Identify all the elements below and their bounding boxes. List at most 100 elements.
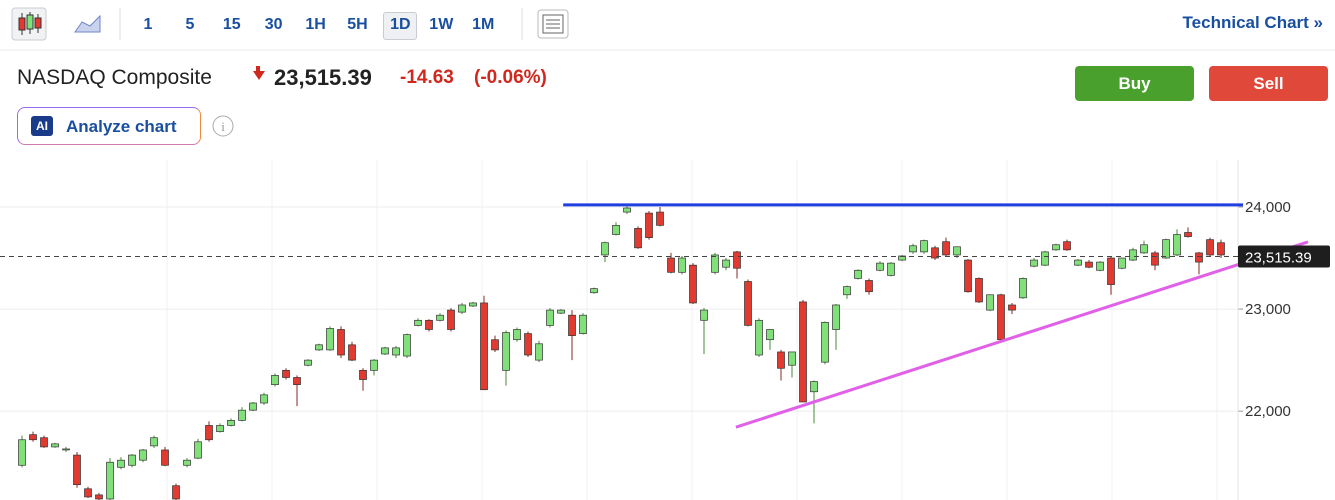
candle-body xyxy=(524,333,532,356)
candle-body xyxy=(1085,261,1093,268)
candle-body xyxy=(73,454,81,486)
candle-body xyxy=(95,494,103,500)
candle-body xyxy=(931,247,939,259)
candle-body xyxy=(447,309,455,330)
candle-body xyxy=(1052,244,1060,251)
candle-body xyxy=(348,344,356,361)
candle-body xyxy=(1129,249,1137,261)
candle-body xyxy=(18,439,26,466)
candle-body xyxy=(678,257,686,273)
candle-body xyxy=(909,245,917,253)
last-price-tag xyxy=(1238,245,1330,268)
candle-body xyxy=(1195,252,1203,263)
candle-body xyxy=(766,329,774,341)
candle-body xyxy=(557,309,565,314)
candle-body xyxy=(700,309,708,321)
change-percent: (-0.06%) xyxy=(474,67,547,88)
interval-button[interactable]: 1W xyxy=(429,16,454,33)
candle-body xyxy=(1019,278,1027,299)
svg-text:i: i xyxy=(221,119,225,134)
candle-body xyxy=(29,434,37,441)
candle-body xyxy=(271,375,279,385)
candle-body xyxy=(128,454,136,466)
interval-button[interactable]: 5 xyxy=(185,16,195,33)
candle-body xyxy=(876,262,884,271)
y-tick-label: 23,000 xyxy=(1245,301,1291,318)
candle-body xyxy=(711,254,719,273)
candle-body xyxy=(634,228,642,249)
candle-body xyxy=(645,212,653,238)
candle-body xyxy=(337,329,345,356)
interval-button[interactable]: 5H xyxy=(347,16,368,33)
candle-body xyxy=(733,251,741,269)
sell-button[interactable]: Sell xyxy=(1209,66,1328,101)
candle-body xyxy=(293,377,301,385)
candle-body xyxy=(854,269,862,279)
candle-body xyxy=(513,329,521,341)
candle-body xyxy=(1030,259,1038,267)
candle-body xyxy=(788,351,796,366)
interval-button[interactable]: 15 xyxy=(222,16,241,33)
candle-body xyxy=(656,211,664,226)
instrument-name: NASDAQ Composite xyxy=(17,66,212,89)
interval-button[interactable]: 1H xyxy=(305,16,326,33)
candle-body xyxy=(997,294,1005,341)
y-tick-label: 24,000 xyxy=(1245,199,1291,216)
candle-body xyxy=(260,394,268,404)
analyze-label: Analyze chart xyxy=(66,117,177,136)
interval-button[interactable]: 1 xyxy=(143,16,153,33)
candle-body xyxy=(227,420,235,426)
interval-button[interactable]: 30 xyxy=(264,16,283,33)
candle-body xyxy=(953,246,961,256)
candle-body xyxy=(975,278,983,303)
candle-body xyxy=(326,328,334,351)
candle-body xyxy=(843,286,851,296)
candle-body xyxy=(667,257,675,273)
toolbar-icons: i xyxy=(0,7,1335,137)
ai-badge: AI xyxy=(31,116,53,136)
candle-body xyxy=(491,339,499,351)
candle-body xyxy=(865,280,873,293)
candle-body xyxy=(315,344,323,351)
candle-body xyxy=(612,224,620,235)
candle-body xyxy=(249,402,257,411)
area-icon[interactable] xyxy=(74,14,101,33)
candle-body xyxy=(623,207,631,213)
candle-body xyxy=(942,241,950,256)
buy-button[interactable]: Buy xyxy=(1075,66,1194,101)
candle-body xyxy=(535,343,543,361)
candle-body xyxy=(1008,304,1016,311)
interval-button[interactable]: 1D xyxy=(383,12,418,40)
candle-body xyxy=(458,304,466,313)
candle-body xyxy=(579,314,587,334)
candle-body xyxy=(1206,239,1214,256)
technical-chart-link[interactable]: Technical Chart » xyxy=(1182,13,1323,32)
candle-body xyxy=(502,332,510,371)
info-icon[interactable] xyxy=(212,115,234,137)
interval-bar: 1 5 15 30 1H 5H 1D 1W 1M xyxy=(0,0,600,48)
candle-body xyxy=(1041,251,1049,266)
candle-body xyxy=(755,319,763,356)
analyze-button[interactable]: AI Analyze chart xyxy=(17,107,201,145)
candle-body xyxy=(1151,252,1159,266)
price: 23,515.39 xyxy=(274,65,372,90)
candle-body xyxy=(469,302,477,307)
last-price-label: 23,515.39 xyxy=(1245,249,1312,266)
interval-button[interactable]: 1M xyxy=(472,16,495,33)
candle-body xyxy=(1217,242,1225,256)
candle-body xyxy=(744,281,752,326)
candle-body xyxy=(117,459,125,468)
candle-body xyxy=(722,259,730,268)
candle-body xyxy=(689,264,697,304)
candle-body xyxy=(161,449,169,466)
candle-body xyxy=(1118,257,1126,269)
candle-body xyxy=(238,409,246,421)
candle-body xyxy=(1173,234,1181,256)
candle-body xyxy=(172,485,180,500)
candle-body xyxy=(601,242,609,256)
candle-body xyxy=(425,319,433,330)
candle-body xyxy=(51,443,59,448)
candle-body xyxy=(370,359,378,371)
candle-body xyxy=(139,449,147,461)
